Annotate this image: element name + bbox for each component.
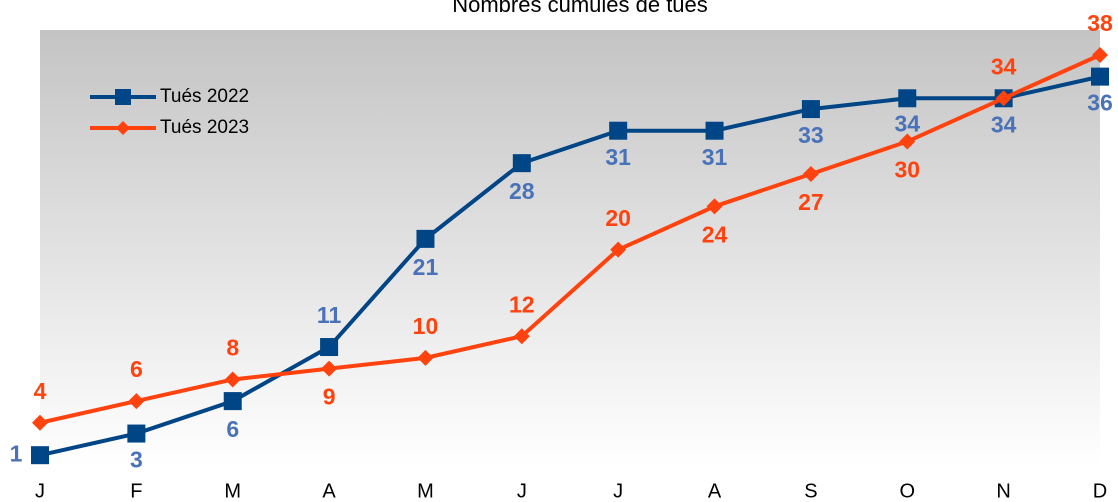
data-label: 8 [226, 335, 239, 361]
legend-label: Tués 2022 [160, 86, 249, 107]
data-label: 33 [798, 122, 824, 148]
marker [513, 328, 530, 345]
data-label: 1 [10, 440, 23, 466]
x-tick-label: N [996, 480, 1010, 502]
data-label: 6 [130, 356, 143, 382]
marker [609, 121, 628, 140]
marker [416, 229, 435, 248]
marker [224, 371, 241, 388]
data-label: 31 [702, 144, 728, 170]
data-label: 31 [605, 144, 631, 170]
marker [417, 349, 434, 366]
data-label: 21 [413, 254, 439, 280]
marker [512, 154, 531, 173]
marker [1092, 47, 1108, 63]
marker [899, 133, 916, 150]
x-tick-label: J [517, 480, 527, 502]
marker [1091, 67, 1109, 86]
marker [706, 198, 723, 215]
x-tick-label: F [130, 480, 142, 502]
x-tick-label: A [708, 480, 722, 502]
marker [127, 424, 146, 443]
data-label: 3 [130, 447, 143, 473]
data-label: 9 [323, 384, 336, 410]
marker [898, 89, 917, 108]
x-tick-label: S [804, 480, 817, 502]
marker [802, 165, 819, 182]
data-label: 34 [894, 110, 920, 136]
data-label: 10 [413, 313, 439, 339]
marker [801, 100, 820, 119]
data-label: 6 [226, 416, 239, 442]
marker [32, 414, 48, 431]
data-label: 4 [34, 378, 47, 404]
marker [223, 392, 242, 411]
x-tick-label: M [417, 480, 434, 502]
legend-label: Tués 2023 [160, 117, 249, 138]
marker [320, 338, 339, 357]
marker [31, 446, 49, 465]
plot-area [40, 30, 1100, 466]
data-label: 34 [991, 111, 1017, 137]
x-tick-label: O [899, 480, 915, 502]
series-line [39, 74, 1101, 458]
legend-marker [116, 121, 130, 135]
x-tick-label: M [224, 480, 241, 502]
x-tick-label: D [1093, 480, 1107, 502]
series-line [39, 53, 1101, 425]
marker [705, 121, 724, 140]
data-label: 28 [509, 178, 535, 204]
data-label: 20 [605, 205, 631, 231]
data-label: 34 [991, 53, 1017, 79]
data-label: 11 [317, 302, 342, 328]
data-label: 24 [702, 221, 728, 247]
data-label: 38 [1087, 10, 1113, 36]
chart-title: Nombres cumulés de tués [452, 0, 708, 17]
marker [321, 360, 338, 377]
data-label: 30 [894, 157, 920, 183]
x-tick-label: J [613, 480, 623, 502]
marker [128, 393, 145, 410]
marker [995, 90, 1012, 107]
legend-marker [115, 89, 131, 105]
data-label: 36 [1087, 90, 1113, 116]
data-label: 12 [509, 291, 535, 317]
marker [610, 241, 627, 258]
x-tick-label: A [322, 480, 336, 502]
x-tick-label: J [35, 480, 45, 502]
data-label: 27 [798, 189, 824, 215]
